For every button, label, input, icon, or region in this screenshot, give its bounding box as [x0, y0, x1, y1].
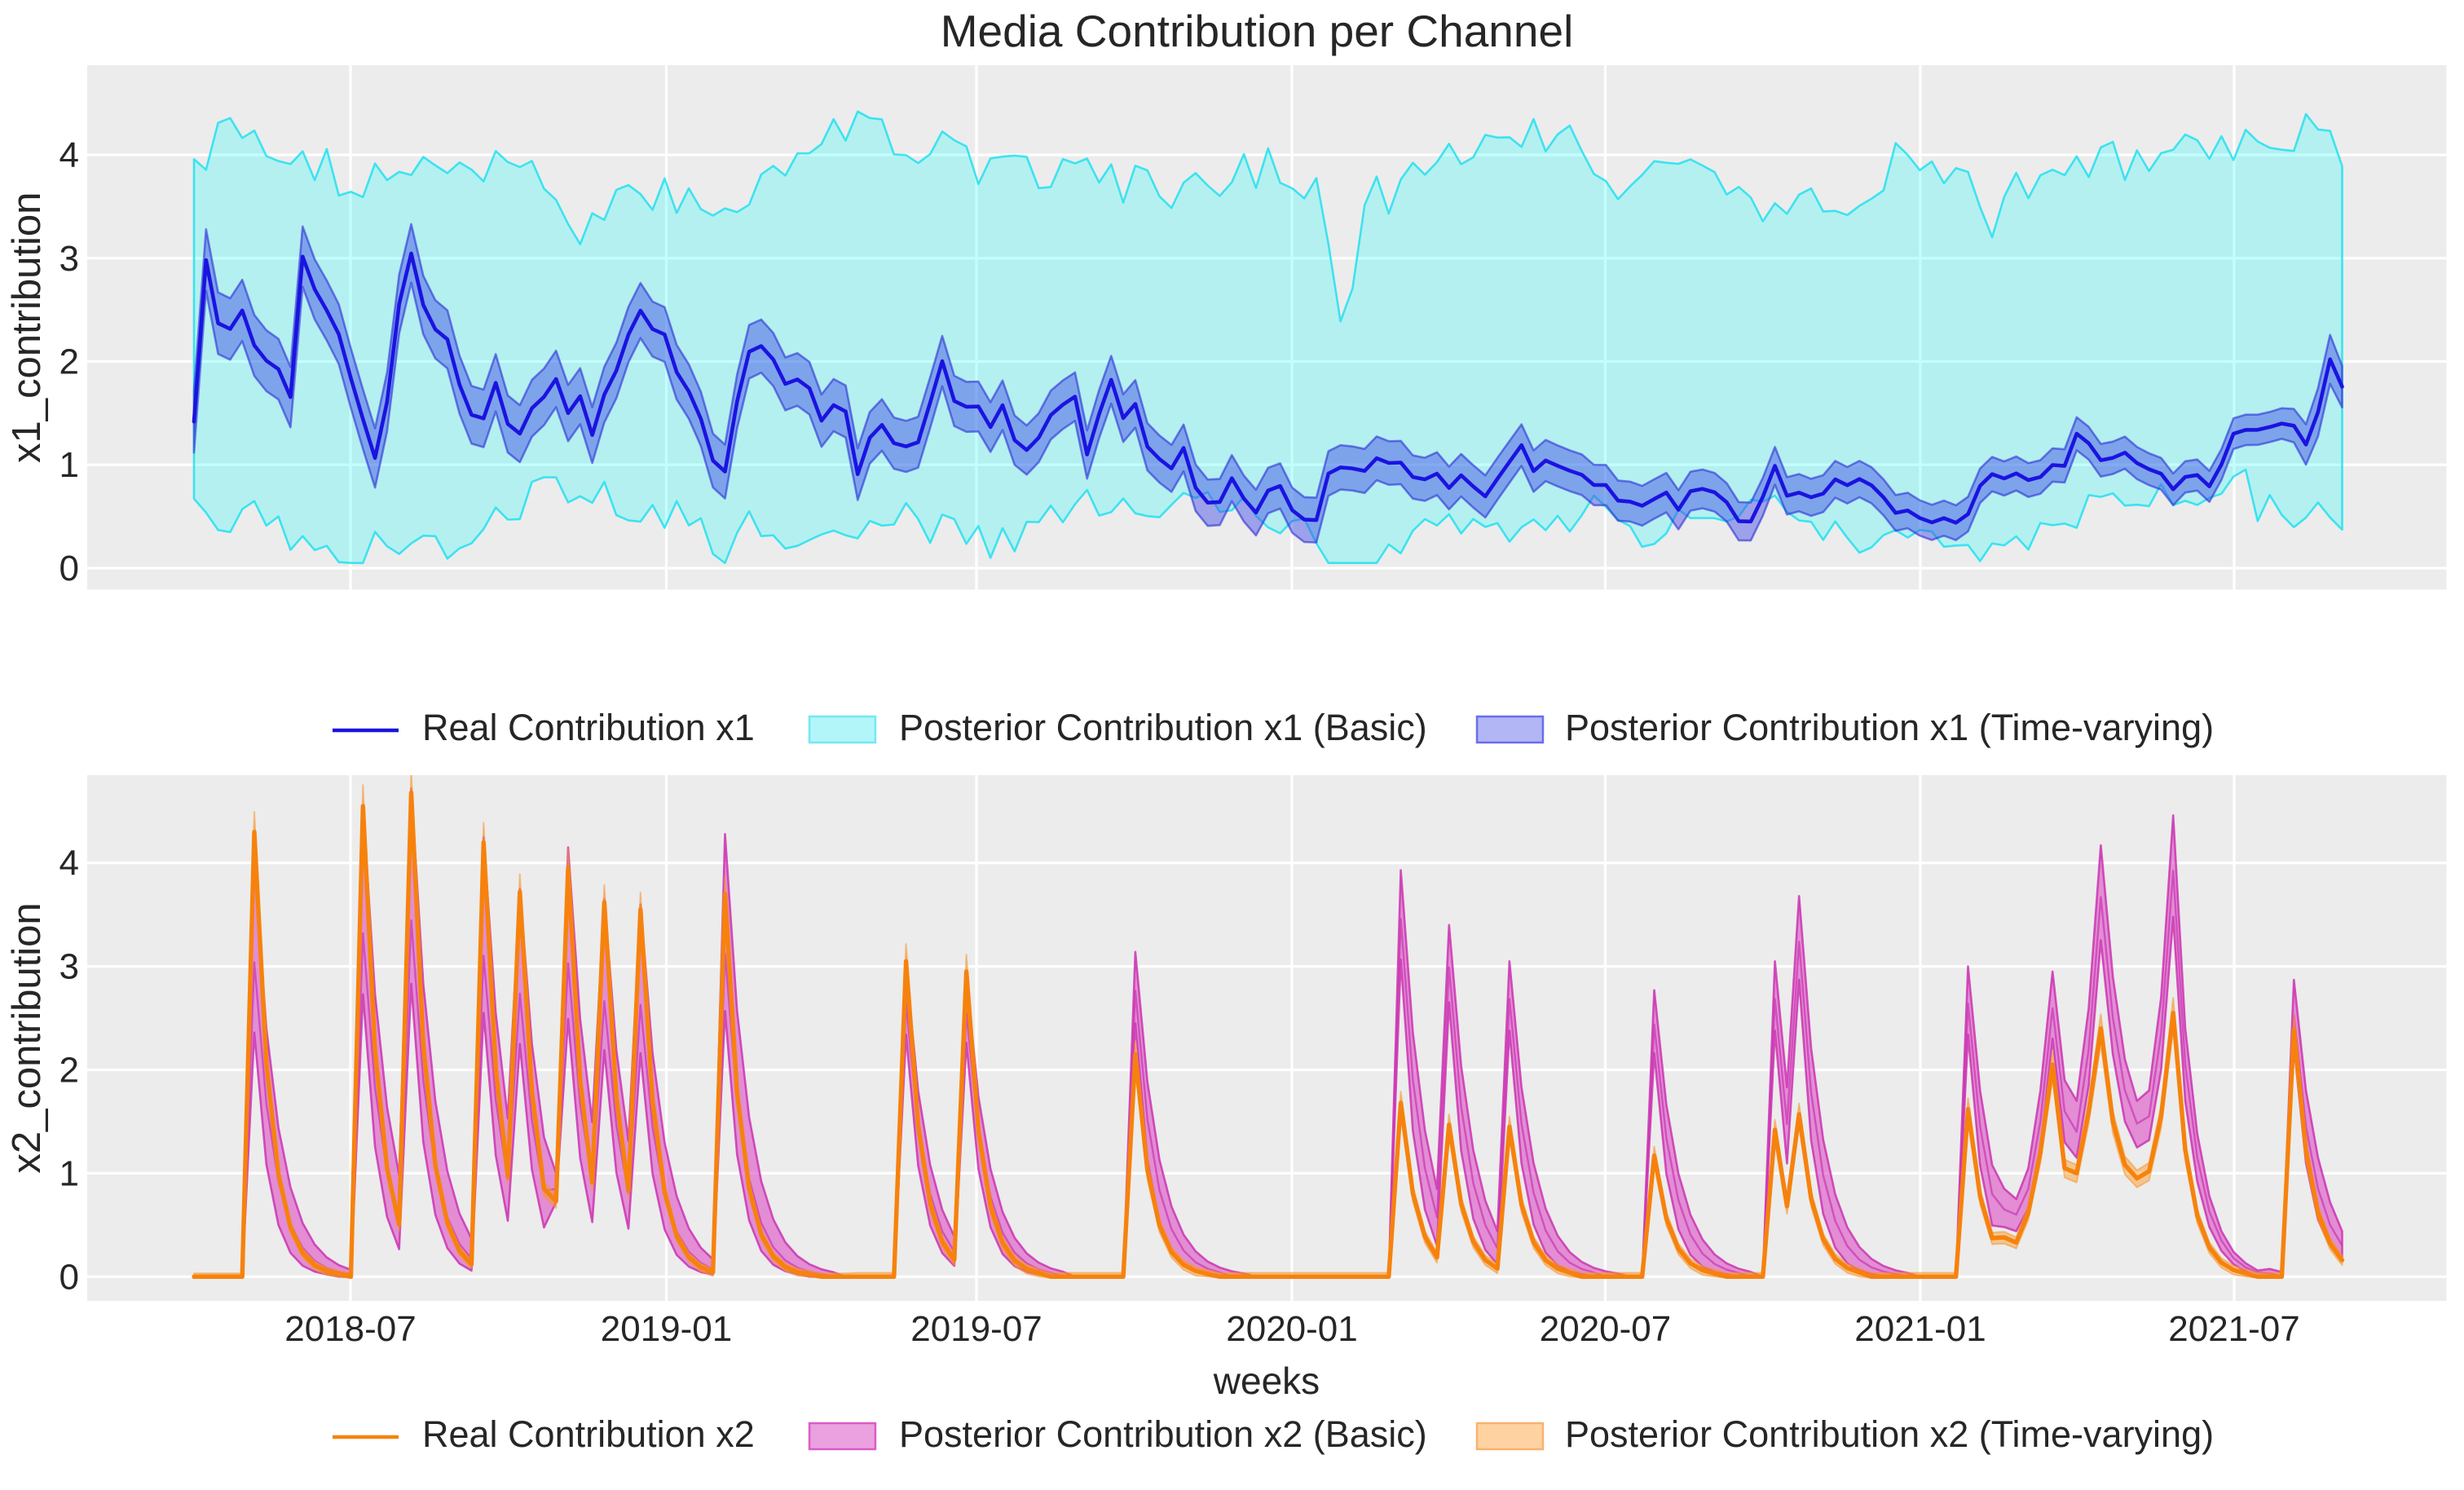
svg-text:x1_contribution: x1_contribution — [5, 192, 49, 463]
svg-text:Real Contribution x1: Real Contribution x1 — [422, 707, 755, 748]
svg-text:Posterior Contribution x2 (Bas: Posterior Contribution x2 (Basic) — [899, 1413, 1427, 1455]
svg-text:2020-07: 2020-07 — [1540, 1309, 1671, 1349]
svg-text:x2_contribution: x2_contribution — [5, 902, 49, 1173]
svg-text:2019-07: 2019-07 — [910, 1309, 1042, 1349]
svg-text:2020-01: 2020-01 — [1226, 1309, 1357, 1349]
svg-text:2021-01: 2021-01 — [1854, 1309, 1986, 1349]
svg-text:3: 3 — [60, 239, 79, 279]
svg-text:1: 1 — [60, 445, 79, 485]
svg-text:0: 0 — [60, 549, 79, 589]
svg-text:4: 4 — [60, 135, 79, 175]
svg-text:weeks: weeks — [1213, 1360, 1320, 1402]
svg-text:2019-01: 2019-01 — [601, 1309, 732, 1349]
svg-text:2: 2 — [60, 342, 79, 382]
svg-text:Real Contribution x2: Real Contribution x2 — [422, 1413, 755, 1455]
svg-text:2018-07: 2018-07 — [284, 1309, 416, 1349]
svg-text:Media Contribution per Channel: Media Contribution per Channel — [941, 6, 1574, 56]
svg-text:2: 2 — [60, 1051, 79, 1091]
svg-text:Posterior Contribution x1 (Tim: Posterior Contribution x1 (Time-varying) — [1565, 707, 2214, 748]
svg-text:0: 0 — [60, 1257, 79, 1297]
svg-text:3: 3 — [60, 947, 79, 987]
svg-text:4: 4 — [60, 844, 79, 884]
svg-text:Posterior Contribution x2 (Tim: Posterior Contribution x2 (Time-varying) — [1565, 1413, 2214, 1455]
svg-text:2021-07: 2021-07 — [2168, 1309, 2299, 1349]
svg-text:Posterior Contribution x1 (Bas: Posterior Contribution x1 (Basic) — [899, 707, 1427, 748]
svg-text:1: 1 — [60, 1153, 79, 1193]
